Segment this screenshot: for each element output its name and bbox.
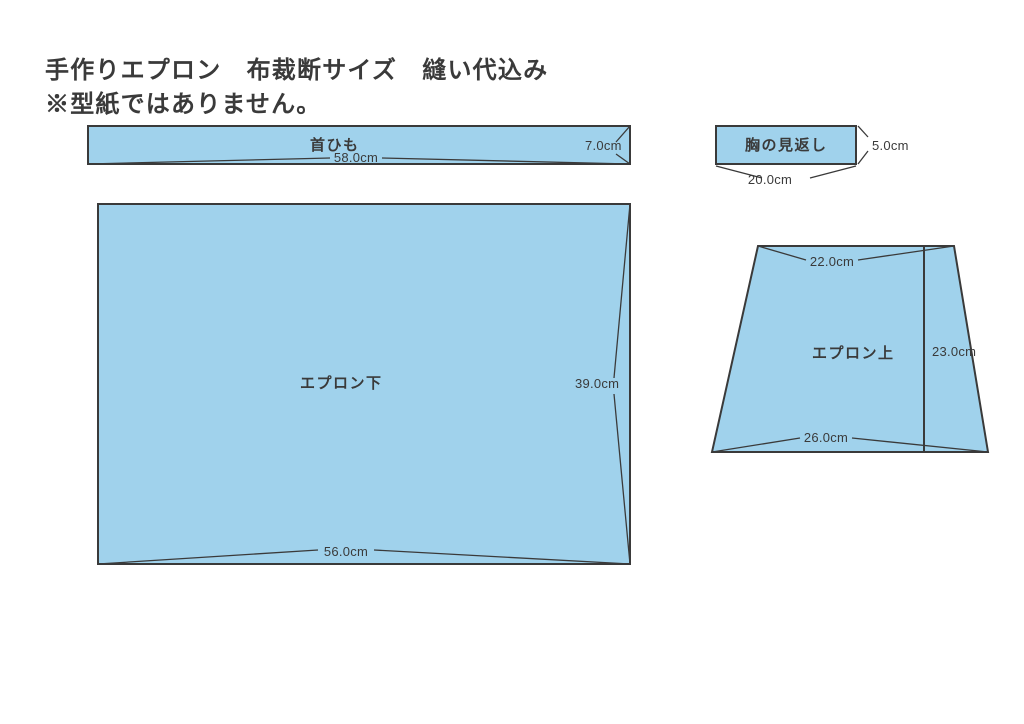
svg-text:22.0cm: 22.0cm: [810, 254, 854, 269]
svg-text:56.0cm: 56.0cm: [324, 544, 368, 559]
piece-apron-top: エプロン上 22.0cm 26.0cm 23.0cm: [712, 246, 988, 452]
piece-apron-bottom: エプロン下 56.0cm 39.0cm: [98, 204, 630, 564]
pattern-diagram: 首ひも 58.0cm 7.0cm 胸の見返し 20.0cm 5.0cm エプロン…: [0, 0, 1024, 724]
svg-text:39.0cm: 39.0cm: [575, 376, 619, 391]
svg-text:26.0cm: 26.0cm: [804, 430, 848, 445]
svg-text:5.0cm: 5.0cm: [872, 138, 909, 153]
svg-text:7.0cm: 7.0cm: [585, 138, 622, 153]
svg-text:58.0cm: 58.0cm: [334, 150, 378, 165]
svg-text:エプロン下: エプロン下: [300, 375, 383, 392]
piece-chest-facing: 胸の見返し 20.0cm 5.0cm: [716, 126, 909, 187]
piece-neck-strap: 首ひも 58.0cm 7.0cm: [88, 126, 630, 165]
svg-text:エプロン上: エプロン上: [812, 345, 895, 362]
svg-text:23.0cm: 23.0cm: [932, 344, 976, 359]
svg-text:20.0cm: 20.0cm: [748, 172, 792, 187]
svg-text:胸の見返し: 胸の見返し: [745, 136, 828, 154]
